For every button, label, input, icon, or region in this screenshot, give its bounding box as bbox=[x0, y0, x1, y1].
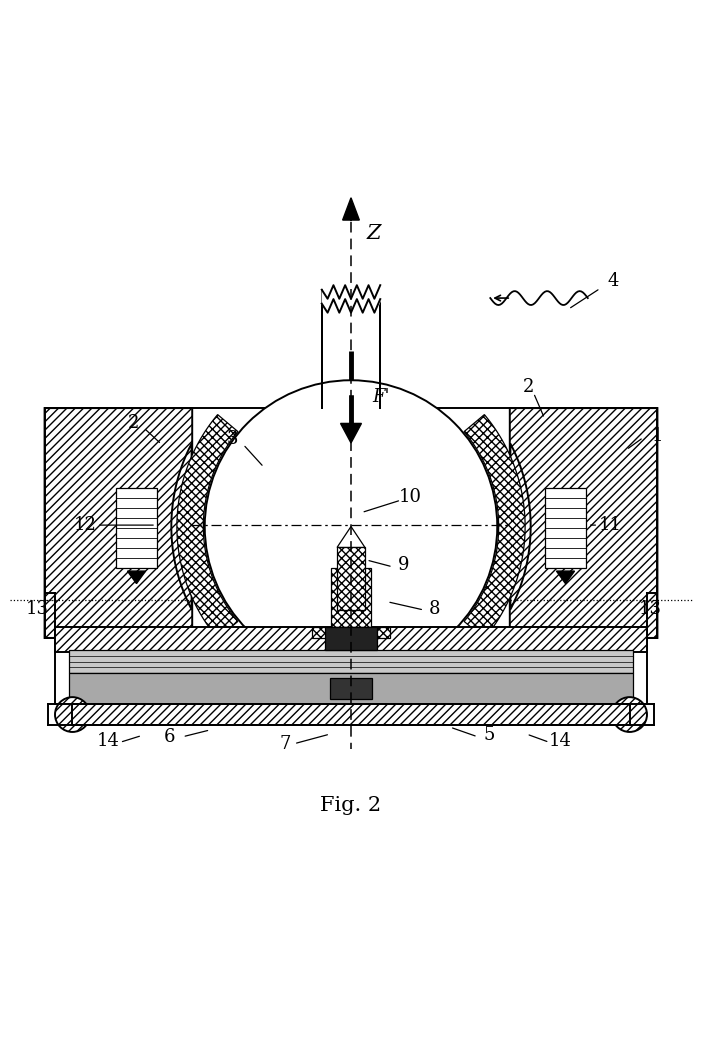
Bar bbox=[330, 678, 372, 699]
Text: 8: 8 bbox=[429, 599, 440, 618]
Circle shape bbox=[612, 697, 647, 732]
Bar bbox=[116, 489, 157, 569]
Polygon shape bbox=[340, 423, 362, 443]
Text: 13: 13 bbox=[639, 599, 662, 618]
Circle shape bbox=[55, 697, 90, 732]
Text: 3: 3 bbox=[227, 431, 239, 449]
Text: 10: 10 bbox=[399, 489, 422, 506]
Polygon shape bbox=[44, 409, 192, 638]
Text: 1: 1 bbox=[651, 426, 663, 445]
Text: 14: 14 bbox=[548, 732, 571, 750]
Text: 13: 13 bbox=[26, 599, 49, 618]
Text: 6: 6 bbox=[164, 728, 176, 746]
Polygon shape bbox=[343, 198, 359, 220]
Bar bbox=[69, 673, 633, 704]
Text: 5: 5 bbox=[483, 727, 495, 744]
Text: 2: 2 bbox=[128, 415, 140, 433]
Polygon shape bbox=[337, 526, 365, 548]
Bar bbox=[69, 651, 633, 673]
Bar bbox=[72, 704, 630, 724]
Polygon shape bbox=[510, 409, 658, 638]
Text: 4: 4 bbox=[607, 273, 618, 291]
Polygon shape bbox=[464, 415, 525, 638]
Text: 14: 14 bbox=[97, 732, 120, 750]
Text: Fig. 2: Fig. 2 bbox=[320, 796, 382, 815]
Bar bbox=[331, 569, 371, 628]
Text: 12: 12 bbox=[74, 516, 96, 534]
Text: 9: 9 bbox=[397, 556, 409, 574]
Circle shape bbox=[205, 380, 497, 673]
Polygon shape bbox=[177, 415, 238, 638]
Text: 11: 11 bbox=[599, 516, 621, 534]
Text: 2: 2 bbox=[523, 378, 534, 396]
Bar bbox=[312, 628, 390, 638]
Text: Z: Z bbox=[366, 224, 380, 243]
Bar bbox=[545, 489, 586, 569]
Bar bbox=[337, 548, 365, 610]
Bar bbox=[324, 628, 378, 651]
Text: 7: 7 bbox=[279, 735, 291, 753]
Polygon shape bbox=[128, 571, 145, 583]
Polygon shape bbox=[557, 571, 574, 583]
Bar bbox=[55, 628, 647, 652]
Text: F': F' bbox=[372, 388, 390, 406]
